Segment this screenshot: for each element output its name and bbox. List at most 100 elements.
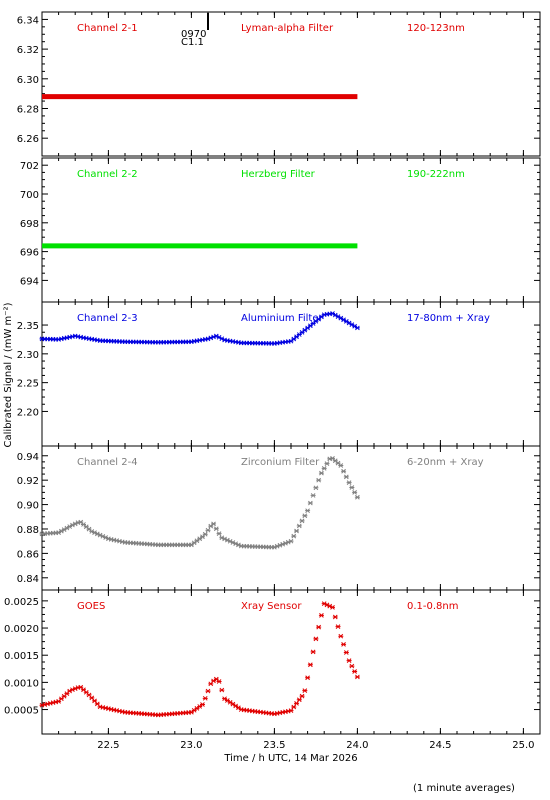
- y-tick-label: 0.0010: [4, 678, 39, 689]
- y-tick-label: 6.32: [17, 45, 39, 56]
- y-tick-label: 2.25: [17, 379, 39, 390]
- y-tick-label: 698: [20, 219, 39, 230]
- data-point: [194, 706, 200, 711]
- x-axis: 22.5 23.0 23.5 24.0 24.5 25.0: [97, 740, 534, 751]
- panel-label: 120-123nm: [407, 23, 465, 34]
- panel-label: Channel 2-2: [77, 169, 138, 180]
- y-tick-label: 694: [20, 276, 39, 287]
- panel-label: Herzberg Filter: [241, 169, 316, 180]
- data-point: [313, 636, 319, 642]
- panel-label: 190-222nm: [407, 169, 465, 180]
- y-tick-label: 2.30: [17, 350, 39, 361]
- data-point: [188, 709, 194, 715]
- data-point: [305, 508, 311, 514]
- data-point: [352, 669, 358, 674]
- data-point: [188, 542, 194, 548]
- data-point: [288, 708, 294, 713]
- event-marker: 0970 C1.1: [181, 13, 209, 48]
- series-goes: [39, 601, 360, 718]
- panel-channel-2-4: 0.84 0.86 0.88 0.90 0.92 0.94 Channel 2-4 Zirco…: [17, 445, 541, 591]
- y-tick-label: 696: [20, 248, 39, 259]
- x-tick-label: 25.0: [512, 740, 534, 751]
- y-tick-label: 0.0020: [4, 624, 39, 635]
- event-marker-class: C1.1: [181, 37, 204, 48]
- data-point: [341, 468, 347, 474]
- data-point: [354, 325, 360, 331]
- x-tick-label: 23.0: [180, 740, 202, 751]
- data-point: [310, 493, 316, 498]
- data-point: [291, 533, 297, 539]
- panels-group: 6.26 6.28 6.30 6.32 6.34 Channel 2-1 Lyman-alp…: [4, 11, 541, 735]
- data-point: [343, 474, 349, 480]
- panel-label: Zirconium Filter: [241, 457, 320, 468]
- data-point: [349, 485, 355, 490]
- y-tick-label: 0.0015: [4, 651, 39, 662]
- y-tick-label: 0.86: [17, 549, 39, 560]
- panel-label: 17-80nm + Xray: [407, 313, 490, 324]
- data-point: [202, 695, 208, 701]
- data-point: [219, 687, 225, 693]
- data-point: [205, 688, 211, 694]
- x-tick-label: 22.5: [97, 740, 119, 751]
- data-point: [349, 663, 355, 669]
- panel-goes: 0.0005 0.0010 0.0015 0.0020 0.0025 GOES Xray S…: [4, 589, 541, 735]
- data-point: [302, 513, 308, 519]
- y-tick-label: 6.26: [17, 134, 39, 145]
- panel-label: GOES: [77, 601, 105, 612]
- data-point: [216, 531, 222, 536]
- y-axis-label: Calibrated Signal / (mW m⁻²): [3, 302, 14, 447]
- data-point: [288, 538, 294, 544]
- data-point: [197, 704, 203, 709]
- data-point: [324, 461, 330, 466]
- data-point: [194, 538, 200, 544]
- panel-label: Channel 2-1: [77, 23, 138, 34]
- y-tick-label: 0.94: [17, 452, 39, 463]
- series-channel-2-4: [39, 456, 360, 550]
- x-tick-label: 24.0: [346, 740, 368, 751]
- data-point: [316, 477, 322, 483]
- y-tick-label: 2.20: [17, 407, 39, 418]
- data-point: [330, 605, 335, 610]
- data-point: [294, 701, 300, 706]
- y-tick-label: 0.88: [17, 525, 39, 536]
- y-tick-label: 6.30: [17, 75, 39, 86]
- data-point: [299, 693, 305, 699]
- data-point: [199, 702, 205, 707]
- data-point: [341, 641, 347, 647]
- y-tick-label: 6.34: [17, 15, 39, 26]
- data-point: [343, 650, 349, 655]
- data-point: [191, 707, 197, 713]
- y-tick-label: 2.35: [17, 321, 39, 332]
- data-point: [321, 466, 327, 471]
- panel-label: 0.1-0.8nm: [407, 601, 459, 612]
- panel-channel-2-1: 6.26 6.28 6.30 6.32 6.34 Channel 2-1 Lyman-alp…: [17, 11, 541, 157]
- panel-label: 6-20nm + Xray: [407, 457, 484, 468]
- panel-label: Lyman-alpha Filter: [241, 23, 334, 34]
- data-point: [305, 675, 311, 681]
- panel-channel-2-2: 694 696 698 700 702 Channel 2-2 Herzberg Filte…: [20, 157, 541, 303]
- panel-label: Aluminium Filter: [241, 313, 324, 324]
- data-point: [205, 527, 211, 533]
- data-point: [307, 662, 313, 668]
- data-point: [354, 494, 360, 500]
- x-tick-label: 24.5: [429, 740, 451, 751]
- data-point: [335, 624, 341, 629]
- panel-label: Channel 2-3: [77, 313, 138, 324]
- y-tick-label: 0.0025: [4, 597, 39, 608]
- data-point: [296, 697, 302, 703]
- data-point: [318, 470, 324, 476]
- data-point: [202, 531, 208, 537]
- data-point: [318, 613, 324, 618]
- y-tick-label: 0.90: [17, 501, 39, 512]
- data-point: [307, 500, 313, 506]
- data-point: [296, 523, 302, 529]
- data-point: [338, 633, 344, 639]
- data-point: [338, 463, 344, 468]
- y-tick-label: 0.92: [17, 476, 39, 487]
- data-point: [291, 704, 297, 710]
- y-tick-label: 6.28: [17, 104, 39, 115]
- data-point: [310, 649, 316, 655]
- series-channel-2-3: [39, 311, 360, 346]
- event-marker-id: 0970: [181, 29, 206, 40]
